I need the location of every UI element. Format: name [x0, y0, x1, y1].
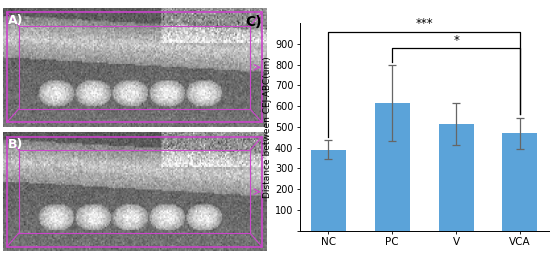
Y-axis label: Distance between CEJ-ABC(um): Distance between CEJ-ABC(um): [263, 56, 272, 198]
Text: C): C): [245, 15, 262, 29]
Text: B): B): [8, 138, 24, 151]
Text: ***: ***: [416, 17, 433, 30]
Text: A): A): [8, 14, 24, 27]
Text: *: *: [453, 33, 459, 47]
Bar: [502, 133, 538, 231]
Bar: [375, 103, 410, 231]
Bar: [311, 150, 346, 231]
Bar: [438, 124, 474, 231]
